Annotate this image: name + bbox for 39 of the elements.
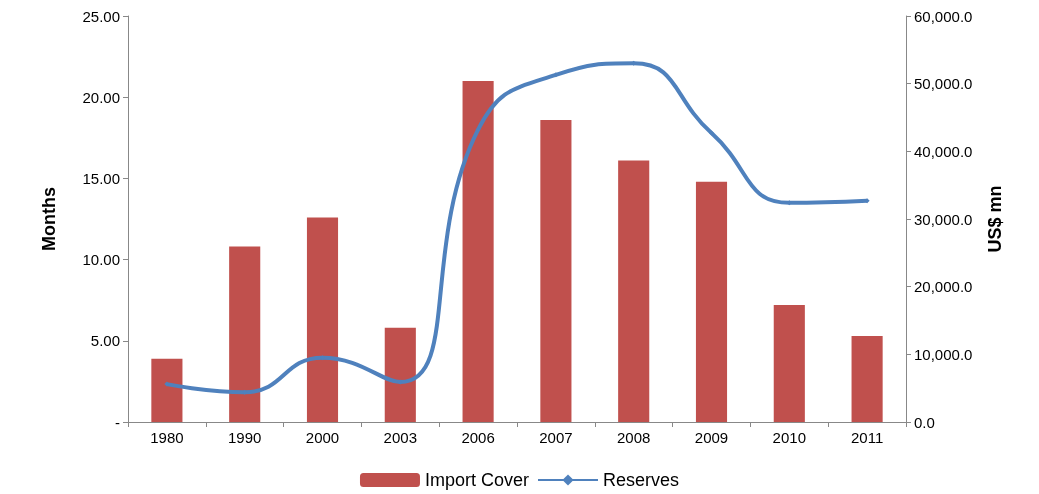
- y-tick-label: 5.00: [90, 332, 120, 350]
- x-tick-label: 2003: [383, 429, 417, 446]
- bar: [695, 181, 728, 422]
- bar: [384, 327, 416, 422]
- legend-label: Import Cover: [424, 470, 530, 490]
- x-tick-label: 2009: [694, 429, 729, 446]
- bar: [851, 335, 883, 422]
- x-tick-label: 2008: [617, 429, 651, 446]
- x-tick-label: 2011: [850, 429, 884, 446]
- x-tick-label: 2006: [461, 429, 495, 446]
- x-tick-label: 2010: [772, 429, 806, 446]
- y-tick-label: 15.00: [82, 169, 120, 187]
- x-tick-label: 1980: [150, 429, 184, 446]
- point: [320, 355, 325, 361]
- y-tick-label: -: [115, 413, 120, 431]
- y2-tick-label: 40,000.0: [914, 142, 973, 160]
- y-tick-label: 10.00: [82, 251, 120, 269]
- x-tick-label: 1990: [228, 429, 262, 446]
- y2-tick-label: 20,000.0: [914, 278, 973, 296]
- y2-tick-label: 60,000.0: [914, 7, 973, 25]
- bar: [229, 246, 261, 422]
- y-tick-label: 25.00: [82, 7, 120, 25]
- y2-tick-label: 50,000.0: [914, 75, 973, 93]
- legend-label: Reserves: [603, 470, 680, 490]
- bar: [540, 119, 572, 422]
- x-tick-label: 2000: [305, 429, 340, 446]
- y-tick-label: 20.00: [82, 88, 120, 106]
- bar: [306, 217, 339, 422]
- bar: [151, 358, 183, 422]
- bar: [462, 80, 494, 422]
- y2-axis-title: US$ mn: [985, 185, 1005, 253]
- y-axis-title: Months: [39, 187, 59, 251]
- bar: [773, 305, 805, 422]
- y2-tick-label: 0.0: [914, 413, 935, 431]
- point: [709, 130, 714, 136]
- bar: [618, 160, 650, 422]
- x-tick-label: 2007: [539, 429, 573, 446]
- y2-tick-label: 10,000.0: [914, 345, 973, 363]
- y2-tick-label: 30,000.0: [914, 210, 973, 228]
